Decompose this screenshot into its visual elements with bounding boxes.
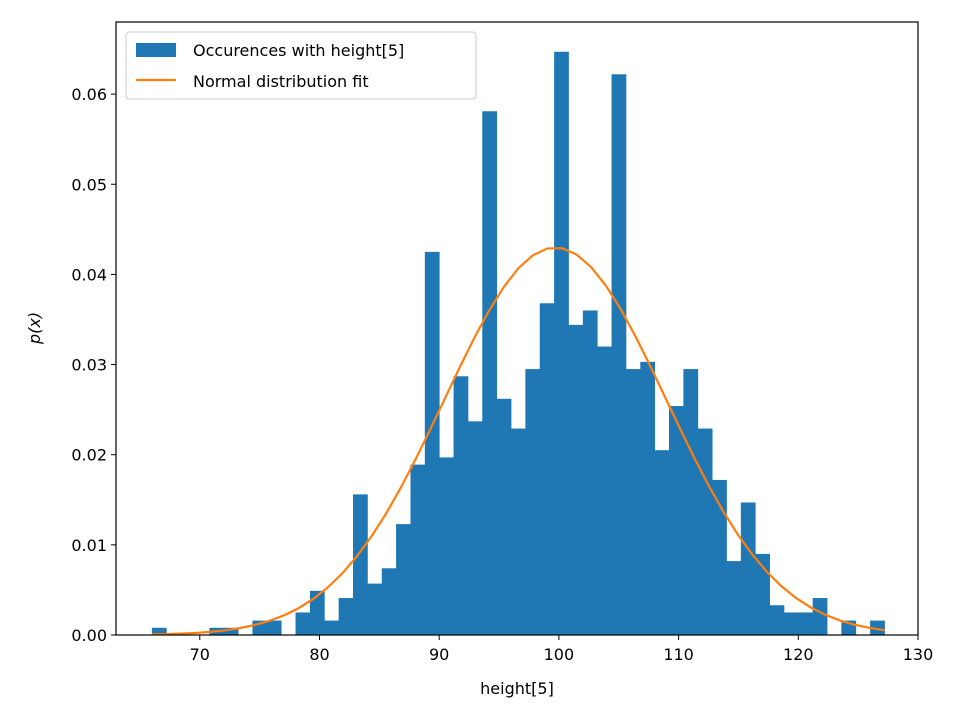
- histogram-bar: [410, 464, 426, 635]
- y-tick-label: 0.05: [71, 175, 107, 194]
- histogram-bar: [726, 561, 742, 635]
- y-tick-label: 0.04: [71, 265, 107, 284]
- y-axis-label: p(x): [25, 312, 44, 345]
- histogram-bar: [554, 51, 569, 635]
- y-tick-label: 0.03: [71, 356, 107, 375]
- histogram-bar: [654, 450, 670, 635]
- histogram-bar: [525, 369, 541, 635]
- legend-swatch-histogram: [136, 43, 176, 57]
- histogram-bar: [568, 324, 584, 635]
- histogram-bar: [367, 583, 383, 635]
- histogram-bar: [424, 251, 440, 636]
- histogram-bar: [740, 502, 756, 635]
- histogram-bar: [511, 428, 526, 635]
- histogram-bar: [798, 612, 814, 635]
- histogram-bar: [611, 74, 627, 636]
- histogram-bar: [266, 620, 282, 635]
- x-tick-label: 100: [544, 645, 575, 664]
- histogram-bar: [151, 627, 167, 635]
- x-tick-label: 130: [903, 645, 934, 664]
- histogram-bar: [640, 361, 656, 635]
- histogram-bar: [697, 428, 713, 635]
- histogram-bar: [381, 568, 397, 635]
- legend: Occurences with height[5] Normal distrib…: [125, 31, 477, 100]
- y-tick-label: 0.02: [71, 446, 107, 465]
- normal-fit-line: [151, 247, 885, 636]
- histogram-bar: [467, 421, 483, 635]
- y-tick-label: 0.01: [71, 536, 107, 555]
- histogram-bar: [597, 346, 612, 635]
- x-tick-label: 110: [663, 645, 694, 664]
- y-tick-label: 0.00: [71, 626, 107, 645]
- legend-label-histogram: Occurences with height[5]: [193, 41, 404, 60]
- x-axis: 70 80 90 100 110 120 130: [190, 635, 934, 664]
- histogram-bar: [712, 479, 727, 635]
- histogram-bar: [223, 627, 239, 635]
- histogram-bar: [324, 620, 340, 635]
- x-tick-label: 120: [783, 645, 814, 664]
- histogram-bar: [309, 590, 325, 635]
- histogram-bar: [870, 620, 885, 635]
- x-tick-label: 80: [309, 645, 329, 664]
- x-tick-label: 90: [429, 645, 449, 664]
- legend-box: [125, 31, 477, 100]
- histogram-bar: [669, 406, 684, 635]
- histogram-bar: [683, 369, 699, 635]
- x-axis-label: height[5]: [480, 679, 554, 698]
- histogram-bar: [769, 605, 785, 635]
- histogram-bar: [812, 598, 828, 635]
- histogram-bar: [496, 398, 512, 635]
- legend-label-fit-line: Normal distribution fit: [193, 72, 369, 91]
- histogram-bar: [625, 369, 641, 635]
- histogram-bar: [396, 524, 411, 635]
- histogram-bar: [338, 598, 354, 635]
- histogram-bar: [539, 303, 555, 635]
- y-axis: 0.00 0.01 0.02 0.03 0.04 0.05 0.06: [71, 85, 116, 645]
- histogram-bars: [151, 51, 885, 636]
- histogram-bar: [295, 612, 311, 635]
- histogram-bar: [755, 553, 770, 635]
- y-tick-label: 0.06: [71, 85, 107, 104]
- histogram-bar: [783, 612, 799, 635]
- x-tick-label: 70: [190, 645, 210, 664]
- histogram-bar: [453, 376, 469, 635]
- histogram-bar: [482, 111, 498, 635]
- histogram-bar: [439, 457, 454, 635]
- histogram-bar: [582, 310, 598, 635]
- histogram-bar: [353, 494, 368, 635]
- plot-frame: [115, 21, 919, 636]
